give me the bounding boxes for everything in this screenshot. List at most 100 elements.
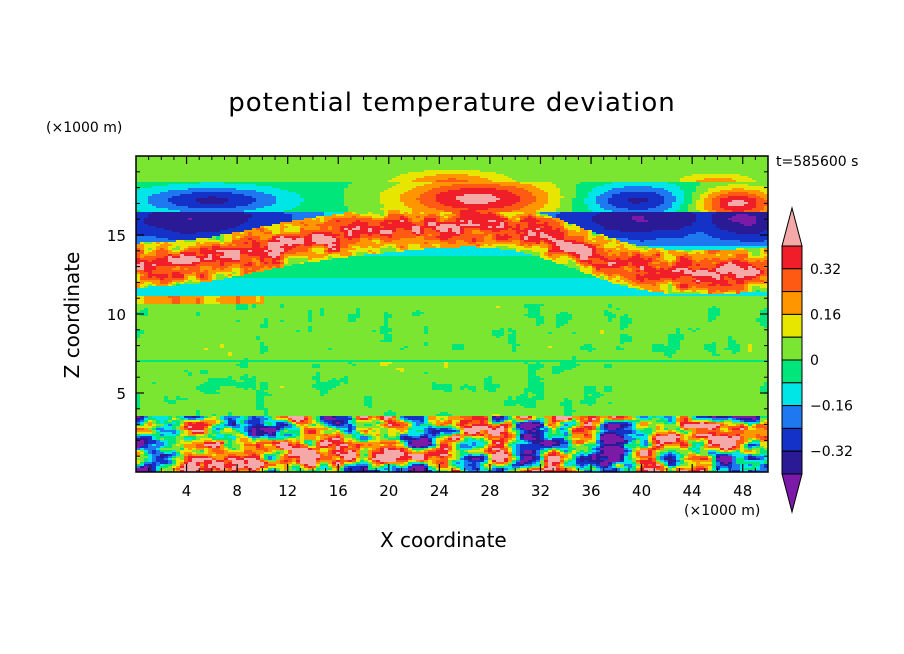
field-cell bbox=[488, 212, 492, 214]
field-cell bbox=[452, 228, 460, 230]
field-cell bbox=[484, 384, 500, 386]
field-cell bbox=[152, 194, 180, 196]
field-cell bbox=[240, 446, 244, 448]
field-cell bbox=[188, 278, 196, 280]
field-cell bbox=[620, 258, 628, 260]
field-cell bbox=[420, 196, 436, 198]
field-cell bbox=[296, 422, 308, 424]
field-cell bbox=[432, 442, 436, 444]
field-cell bbox=[136, 242, 140, 244]
field-cell bbox=[148, 446, 160, 448]
field-cell bbox=[204, 440, 212, 442]
field-cell bbox=[200, 450, 204, 452]
field-cell bbox=[596, 402, 608, 404]
field-cell bbox=[496, 420, 500, 422]
field-cell bbox=[528, 430, 532, 432]
field-cell bbox=[480, 430, 484, 432]
field-cell bbox=[212, 274, 216, 276]
field-cell bbox=[720, 266, 740, 268]
field-cell bbox=[232, 378, 240, 380]
field-cell bbox=[532, 418, 536, 420]
field-cell bbox=[436, 174, 468, 176]
field-cell bbox=[296, 252, 316, 254]
field-cell bbox=[648, 446, 652, 448]
field-cell bbox=[436, 226, 460, 228]
field-cell bbox=[444, 436, 448, 438]
field-cell bbox=[280, 304, 284, 306]
field-cell bbox=[584, 430, 588, 432]
field-cell bbox=[312, 250, 324, 252]
field-cell bbox=[224, 452, 244, 454]
field-cell bbox=[660, 426, 664, 428]
field-cell bbox=[496, 390, 524, 392]
field-cell bbox=[372, 238, 380, 240]
field-cell bbox=[732, 430, 744, 432]
field-cell bbox=[524, 238, 528, 240]
field-cell bbox=[764, 192, 768, 194]
field-cell bbox=[428, 224, 436, 226]
field-cell bbox=[220, 242, 224, 244]
field-cell bbox=[628, 452, 632, 454]
field-cell bbox=[264, 406, 368, 408]
field-cell bbox=[680, 432, 684, 434]
field-cell bbox=[568, 426, 572, 428]
field-cell bbox=[748, 184, 768, 186]
field-cell bbox=[180, 254, 184, 256]
field-cell bbox=[720, 290, 728, 292]
field-cell bbox=[560, 420, 564, 422]
field-cell bbox=[468, 454, 472, 456]
field-cell bbox=[680, 332, 768, 334]
field-cell bbox=[140, 188, 188, 190]
field-cell bbox=[640, 252, 656, 254]
field-cell bbox=[596, 214, 696, 216]
field-cell bbox=[420, 220, 424, 222]
field-cell bbox=[148, 314, 196, 316]
field-cell bbox=[740, 346, 748, 348]
field-cell bbox=[156, 420, 160, 422]
field-cell bbox=[232, 238, 240, 240]
field-cell bbox=[492, 422, 500, 424]
field-cell bbox=[304, 200, 344, 202]
field-cell bbox=[600, 422, 604, 424]
field-cell bbox=[188, 422, 192, 424]
field-cell bbox=[604, 310, 608, 312]
field-cell bbox=[232, 448, 236, 450]
field-cell bbox=[392, 362, 444, 364]
field-cell bbox=[508, 224, 516, 226]
field-cell bbox=[416, 236, 424, 238]
field-cell bbox=[392, 410, 564, 412]
field-cell bbox=[592, 436, 596, 438]
field-cell bbox=[564, 222, 568, 224]
field-cell bbox=[552, 226, 564, 228]
field-cell bbox=[604, 228, 680, 230]
field-cell bbox=[236, 418, 244, 420]
field-cell bbox=[300, 232, 312, 234]
field-cell bbox=[508, 450, 512, 452]
field-cell bbox=[540, 220, 556, 222]
field-cell bbox=[400, 420, 404, 422]
field-cell bbox=[220, 428, 224, 430]
field-cell bbox=[592, 404, 768, 406]
field-cell bbox=[572, 424, 576, 426]
field-cell bbox=[652, 248, 656, 250]
field-cell bbox=[756, 446, 760, 448]
field-cell bbox=[224, 442, 228, 444]
field-cell bbox=[516, 218, 520, 220]
field-cell bbox=[664, 290, 668, 292]
field-cell bbox=[612, 364, 768, 366]
field-cell bbox=[160, 282, 168, 284]
field-cell bbox=[352, 424, 356, 426]
field-cell bbox=[460, 420, 472, 422]
field-cell bbox=[136, 322, 264, 324]
field-cell bbox=[616, 308, 620, 310]
field-cell bbox=[252, 418, 260, 420]
field-cell bbox=[496, 226, 504, 228]
field-cell bbox=[552, 246, 560, 248]
field-cell bbox=[728, 218, 756, 220]
field-cell bbox=[432, 382, 436, 384]
field-cell bbox=[184, 254, 196, 256]
field-cell bbox=[524, 232, 528, 234]
field-cell bbox=[600, 420, 604, 422]
field-cell bbox=[424, 342, 428, 344]
field-cell bbox=[136, 382, 152, 384]
